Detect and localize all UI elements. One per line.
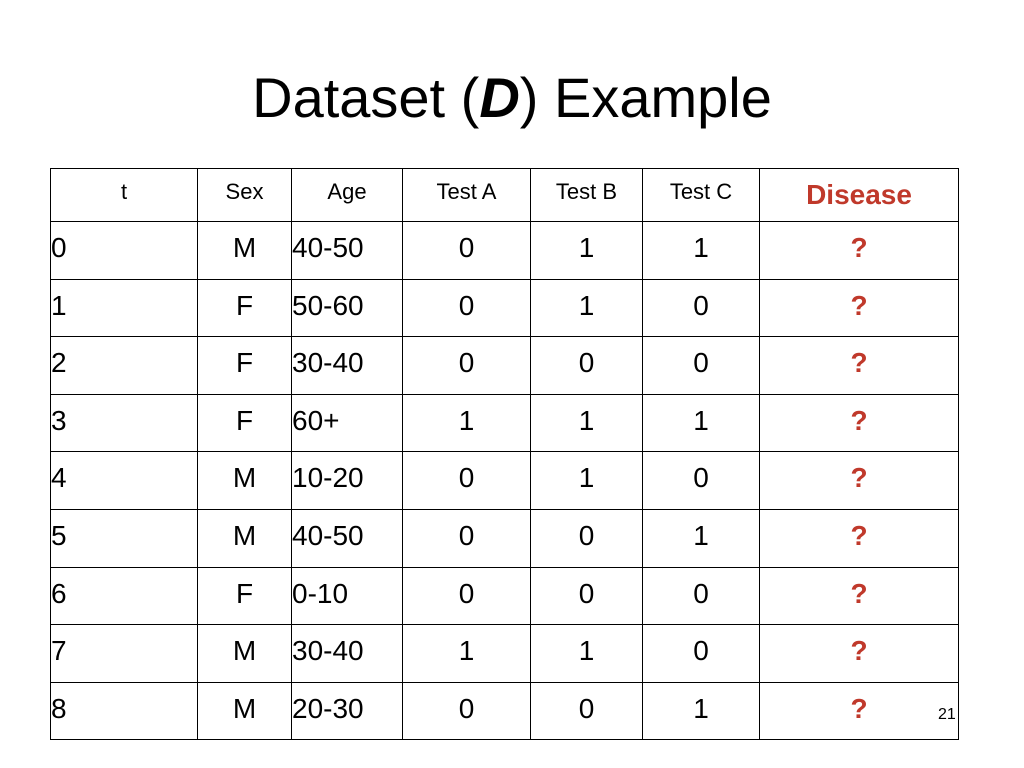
cell-age: 50-60 <box>291 278 403 338</box>
cell-test-a: 1 <box>402 624 531 683</box>
cell-test-a: 1 <box>402 393 531 453</box>
dataset-table: t Sex Age Test A Test B Test C Disease 0… <box>50 168 959 741</box>
table-row: 1 F 50-60 0 1 0 ? <box>50 278 959 338</box>
cell-test-b: 0 <box>530 336 643 395</box>
table-row: 0 M 40-50 0 1 1 ? <box>50 221 959 280</box>
cell-disease: ? <box>759 624 959 683</box>
cell-t: 5 <box>50 508 198 568</box>
cell-sex: M <box>197 508 292 568</box>
cell-t: 8 <box>50 681 198 741</box>
cell-t: 4 <box>50 451 198 510</box>
cell-test-b: 1 <box>530 393 643 453</box>
cell-age: 20-30 <box>291 681 403 741</box>
cell-test-a: 0 <box>402 681 531 741</box>
title-prefix: Dataset ( <box>252 66 480 129</box>
cell-disease: ? <box>759 278 959 338</box>
cell-test-c: 0 <box>642 624 760 683</box>
cell-t: 7 <box>50 624 198 683</box>
cell-test-c: 0 <box>642 278 760 338</box>
cell-test-b: 0 <box>530 566 643 626</box>
cell-disease: ? <box>759 566 959 626</box>
column-header-t: t <box>50 168 198 222</box>
column-header-test-c: Test C <box>642 168 760 222</box>
cell-test-b: 1 <box>530 451 643 510</box>
table-row: 5 M 40-50 0 0 1 ? <box>50 508 959 568</box>
cell-sex: M <box>197 451 292 510</box>
cell-test-c: 1 <box>642 393 760 453</box>
cell-t: 2 <box>50 336 198 395</box>
cell-disease: ? <box>759 681 959 741</box>
cell-age: 10-20 <box>291 451 403 510</box>
cell-t: 1 <box>50 278 198 338</box>
cell-test-c: 1 <box>642 681 760 741</box>
slide-title: Dataset (D) Example <box>0 58 1024 138</box>
cell-disease: ? <box>759 221 959 280</box>
cell-age: 40-50 <box>291 221 403 280</box>
cell-t: 0 <box>50 221 198 280</box>
column-header-disease: Disease <box>759 168 959 222</box>
cell-test-b: 1 <box>530 221 643 280</box>
table-row: 2 F 30-40 0 0 0 ? <box>50 336 959 395</box>
cell-test-a: 0 <box>402 278 531 338</box>
title-suffix: ) Example <box>519 66 772 129</box>
cell-sex: F <box>197 393 292 453</box>
table-row: 7 M 30-40 1 1 0 ? <box>50 624 959 683</box>
cell-sex: M <box>197 624 292 683</box>
cell-t: 6 <box>50 566 198 626</box>
cell-test-a: 0 <box>402 451 531 510</box>
slide-number: 21 <box>938 706 956 723</box>
cell-age: 0-10 <box>291 566 403 626</box>
cell-sex: F <box>197 336 292 395</box>
cell-age: 30-40 <box>291 336 403 395</box>
table-row: 4 M 10-20 0 1 0 ? <box>50 451 959 510</box>
cell-disease: ? <box>759 508 959 568</box>
cell-disease: ? <box>759 336 959 395</box>
cell-test-a: 0 <box>402 221 531 280</box>
cell-sex: M <box>197 681 292 741</box>
table-row: 6 F 0-10 0 0 0 ? <box>50 566 959 626</box>
cell-test-a: 0 <box>402 336 531 395</box>
column-header-age: Age <box>291 168 403 222</box>
table-row: 8 M 20-30 0 0 1 ? <box>50 681 959 741</box>
column-header-test-b: Test B <box>530 168 643 222</box>
cell-age: 60+ <box>291 393 403 453</box>
cell-test-b: 0 <box>530 508 643 568</box>
cell-sex: F <box>197 566 292 626</box>
cell-age: 40-50 <box>291 508 403 568</box>
column-header-test-a: Test A <box>402 168 531 222</box>
cell-age: 30-40 <box>291 624 403 683</box>
cell-disease: ? <box>759 451 959 510</box>
cell-sex: M <box>197 221 292 280</box>
table-row: 3 F 60+ 1 1 1 ? <box>50 393 959 453</box>
title-variable: D <box>479 66 520 129</box>
cell-test-b: 0 <box>530 681 643 741</box>
cell-test-c: 0 <box>642 566 760 626</box>
cell-t: 3 <box>50 393 198 453</box>
cell-test-c: 0 <box>642 451 760 510</box>
cell-test-a: 0 <box>402 508 531 568</box>
cell-test-b: 1 <box>530 624 643 683</box>
cell-test-c: 1 <box>642 221 760 280</box>
header-row: t Sex Age Test A Test B Test C Disease <box>50 168 959 222</box>
cell-test-a: 0 <box>402 566 531 626</box>
column-header-sex: Sex <box>197 168 292 222</box>
cell-test-c: 0 <box>642 336 760 395</box>
cell-disease: ? <box>759 393 959 453</box>
cell-test-c: 1 <box>642 508 760 568</box>
cell-test-b: 1 <box>530 278 643 338</box>
cell-sex: F <box>197 278 292 338</box>
